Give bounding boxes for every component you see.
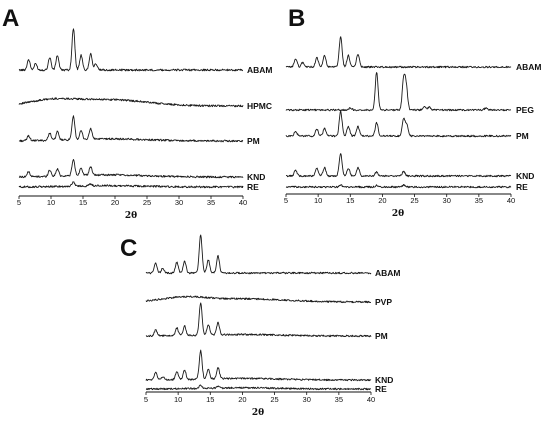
panel-a-trace-hpmc [18,97,244,108]
panel-c-trace-re [145,384,372,391]
panel-a-trace-re [18,181,244,189]
panel-b-x-tick-label: 30 [443,196,451,205]
panel-b-x-tick-label: 40 [507,196,515,205]
panel-c-label-pvp: PVP [375,297,392,307]
panel-c-label-pm: PM [375,331,388,341]
panel-a-trace-abam [18,28,244,72]
panel-c-traces [145,234,372,391]
panel-a-x-tick-label: 10 [47,198,55,207]
panel-a-x-tick-label: 5 [17,198,21,207]
panel-c-label-re: RE [375,384,387,394]
panel-c-x-tick-label: 40 [367,395,375,404]
panel-b-x-tick-label: 25 [410,196,418,205]
panel-a-label-hpmc: HPMC [247,101,272,111]
panel-a-x-tick-label: 40 [239,198,247,207]
panel-a-x-tick-label: 15 [79,198,87,207]
panel-c-letter: C [120,235,137,262]
panel-b-label-knd: KND [516,171,534,181]
panel-b-x-tick-label: 5 [284,196,288,205]
panel-a-x-tick-label: 30 [175,198,183,207]
panel-b-trace-pm [285,110,512,138]
panel-a-trace-pm [18,115,244,143]
panel-b-trace-peg [285,72,512,112]
panel-c-x-tick-label: 20 [238,395,246,404]
panel-a-label-knd: KND [247,172,265,182]
panel-b-label-peg: PEG [516,105,534,115]
panel-b-label-abam: ABAM [516,62,542,72]
panel-c-label-abam: ABAM [375,268,401,278]
panel-c-x-tick-label: 15 [206,395,214,404]
panel-c-trace-pvp [145,295,372,304]
panel-a-x-axis-title: 2θ [125,211,137,221]
panel-c-x-axis-title: 2θ [252,408,264,418]
panel-c-label-knd: KND [375,375,393,385]
panel-c-x-tick-label: 5 [144,395,148,404]
panel-b-x-axis-title: 2θ [392,209,404,219]
panel-b-trace-re [285,183,512,189]
panel-b-x-tick-label: 35 [475,196,483,205]
panel-a-label-abam: ABAM [247,65,273,75]
panel-c-x-axis: 5 10 15 20 25 30 35 40 [144,391,375,404]
panel-a-x-tick-label: 35 [207,198,215,207]
panel-b-label-pm: PM [516,131,529,141]
panel-b-label-re: RE [516,182,528,192]
panel-a-traces [18,28,244,189]
panel-b-x-tick-label: 10 [314,196,322,205]
panel-a-trace-knd [18,158,244,179]
panel-b-x-tick-label: 20 [378,196,386,205]
panel-b-trace-abam [285,36,512,69]
panel-c-x-tick-label: 35 [335,395,343,404]
panel-c-trace-abam [145,234,372,275]
panel-c-trace-pm [145,302,372,338]
panel-b-letter: B [288,5,305,32]
panel-c-x-tick-label: 10 [174,395,182,404]
panel-a-label-pm: PM [247,136,260,146]
panel-b-trace-knd [285,153,512,178]
panel-c-trace-knd [145,349,372,382]
panel-a-letter: A [2,5,19,32]
panel-a-x-axis: 5 10 15 20 25 30 35 40 [17,195,247,207]
panel-b-traces [285,36,512,189]
panel-c-x-tick-label: 30 [303,395,311,404]
panel-b-x-axis: 5 10 15 20 25 30 35 40 [284,193,515,205]
panel-a-label-re: RE [247,182,259,192]
panel-c-x-tick-label: 25 [270,395,278,404]
panel-a-x-tick-label: 25 [143,198,151,207]
panel-a-x-tick-label: 20 [111,198,119,207]
panel-b-x-tick-label: 15 [346,196,354,205]
